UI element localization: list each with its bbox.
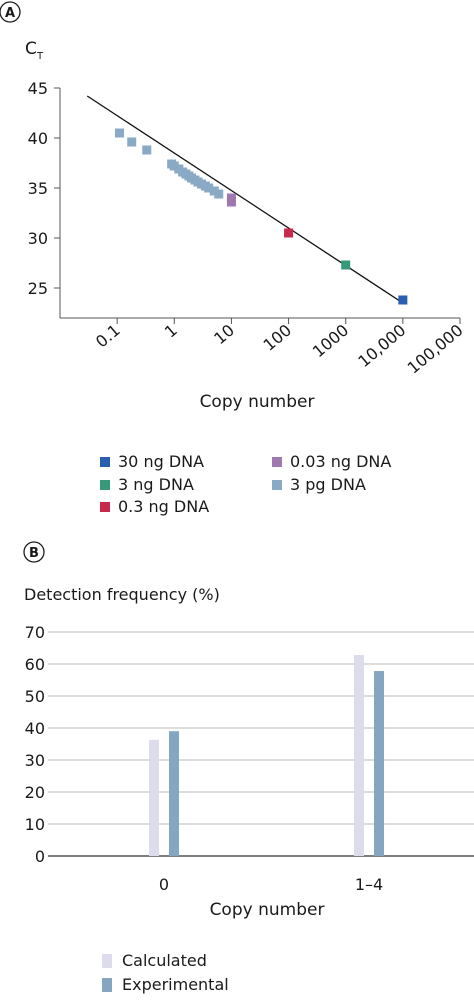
chart-b: 0 10 20 30 40 50 60 70 0 1–4 [25,623,474,894]
b-y-tick-label: 0 [35,847,45,866]
b-y-tick-label: 70 [25,623,45,642]
legend-a-item-03ng: 0.3 ng DNA [100,497,209,516]
legend-a-swatch-3pg [272,479,282,490]
a-point-series-4 [169,161,179,171]
legend-b-item-experimental: Experimental [102,975,229,994]
legend-a-swatch-003ng [272,456,282,467]
a-xlabel: Copy number [200,392,315,412]
panel-a-letter: A [5,6,15,21]
a-x-tick-label: 100,000 [404,321,467,378]
legend-a-label-3ng: 3 ng DNA [118,475,194,494]
legend-b-label-experimental: Experimental [122,975,229,994]
a-point-series-1 [341,260,351,270]
legend-a-item-3ng: 3 ng DNA [100,475,194,494]
legend-a-swatch-3ng [100,479,110,490]
legend-a-item-3pg: 3 pg DNA [272,475,366,494]
b-bar-calculated [354,655,364,856]
a-y-tick-label: 30 [28,229,48,248]
a-y-tick-label: 40 [28,129,48,148]
a-y-tick-label: 45 [28,79,48,98]
a-ylabel-sub: T [36,51,44,62]
a-y-tick-label: 35 [28,179,48,198]
a-x-tick-label: 10 [210,321,238,349]
a-point-series-4 [204,183,214,193]
b-bar-experimental [169,731,179,856]
b-xlabel: Copy number [210,900,325,920]
b-y-tick-label: 60 [25,655,45,674]
legend-b-label-calculated: Calculated [122,951,207,970]
b-y-tick-label: 10 [25,815,45,834]
legend-a-item-30ng: 30 ng DNA [100,452,204,471]
a-y-tick-label: 25 [28,279,48,298]
legend-a-item-003ng: 0.03 ng DNA [272,452,391,471]
a-x-tick-label: 0.1 [92,321,124,352]
legend-a-swatch-03ng [100,501,110,512]
b-y-tick-label: 20 [25,783,45,802]
a-point-series-4 [209,186,219,196]
a-point-series-3 [226,197,236,207]
b-x-tick-label: 0 [159,875,169,894]
a-x-tick-label: 1 [161,321,181,342]
b-x-tick-label: 1–4 [355,875,383,894]
legend-b-swatch-calculated [102,953,112,968]
legend-b-item-calculated: Calculated [102,951,207,970]
a-x-tick-label: 10,000 [354,321,409,372]
legend-a-label-03ng: 0.3 ng DNA [118,497,210,516]
legend-a-swatch-30ng [100,456,110,467]
a-point-series-4 [214,189,224,199]
panel-b-letter: B [29,546,39,561]
a-point-series-4 [127,137,137,147]
a-point-series-4 [142,145,152,155]
a-fit-line [86,95,404,304]
b-ylabel: Detection frequency (%) [24,585,220,604]
b-bar-calculated [149,739,159,856]
b-y-tick-label: 30 [25,751,45,770]
a-point-series-0 [398,295,408,305]
legend-a-label-30ng: 30 ng DNA [118,452,205,471]
a-point-series-2 [284,228,294,238]
panel-b-circle [23,541,45,563]
a-ylabel-main: C [25,39,37,59]
panel-a-badge: A [0,1,21,23]
b-bar-experimental [374,671,384,856]
legend-b-swatch-experimental [102,977,112,992]
panel-a-circle [0,1,21,23]
panel-b-badge: B [23,541,45,563]
a-x-tick-label: 100 [260,321,296,355]
b-y-tick-label: 40 [25,719,45,738]
a-point-series-4 [115,128,125,138]
legend-a-label-003ng: 0.03 ng DNA [290,452,392,471]
b-y-tick-label: 50 [25,687,45,706]
a-x-tick-label: 1000 [309,321,352,362]
legend-a-label-3pg: 3 pg DNA [290,475,366,494]
